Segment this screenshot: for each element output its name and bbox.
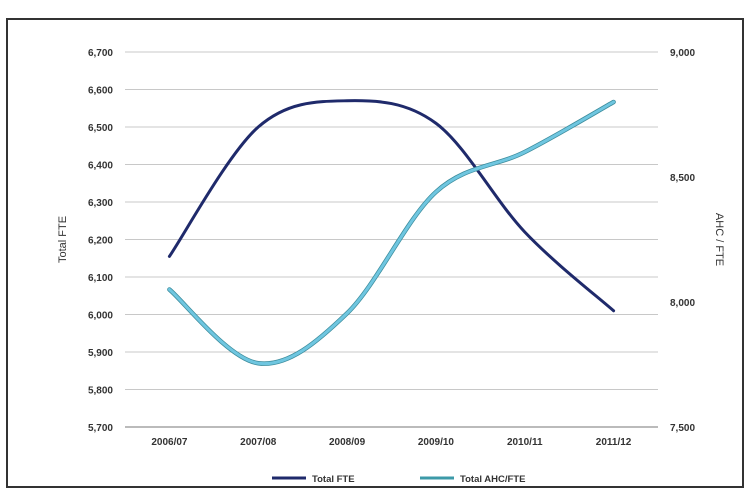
left-tick-label: 6,400: [88, 161, 113, 172]
left-tick-label: 6,200: [88, 236, 113, 247]
series-total-fte: [167, 99, 616, 313]
left-tick-label: 6,300: [88, 198, 113, 209]
left-axis-ticks: 5,700 5,800 5,900 6,000 6,100 6,200 6,300 6,400…: [88, 48, 113, 434]
right-tick-label: 7,500: [670, 423, 695, 434]
series-line: [167, 99, 616, 313]
right-tick-label: 8,500: [670, 173, 695, 184]
series-total-ahc-fte: [167, 99, 616, 366]
left-tick-label: 5,700: [88, 423, 113, 434]
x-tick-label: 2007/08: [240, 437, 277, 448]
legend-label: Total AHC/FTE: [460, 474, 525, 485]
right-tick-label: 9,000: [670, 48, 695, 59]
right-tick-label: 8,000: [670, 298, 695, 309]
left-tick-label: 6,700: [88, 48, 113, 59]
right-axis-ticks: 7,500 8,000 8,500 9,000: [670, 48, 695, 434]
chart-frame: [6, 18, 744, 488]
left-tick-label: 6,600: [88, 86, 113, 97]
gridlines: [125, 51, 658, 428]
x-tick-label: 2011/12: [596, 437, 632, 448]
right-axis-label: AHC / FTE: [713, 213, 725, 266]
x-tick-label: 2006/07: [151, 437, 188, 448]
legend: Total FTE Total AHC/FTE: [272, 474, 525, 485]
left-tick-label: 6,100: [88, 273, 113, 284]
left-tick-label: 5,800: [88, 386, 113, 397]
series-lines: [167, 99, 616, 366]
left-tick-label: 6,500: [88, 123, 113, 134]
x-tick-label: 2010/11: [507, 437, 543, 448]
left-axis-label: Total FTE: [57, 216, 69, 263]
x-tick-label: 2008/09: [329, 437, 366, 448]
legend-label: Total FTE: [312, 474, 355, 485]
left-tick-label: 6,000: [88, 311, 113, 322]
x-tick-label: 2009/10: [418, 437, 455, 448]
left-tick-label: 5,900: [88, 348, 113, 359]
series-line: [167, 100, 616, 366]
x-axis-ticks: 2006/07 2007/08 2008/09 2009/10 2010/11 2011/…: [151, 437, 631, 448]
